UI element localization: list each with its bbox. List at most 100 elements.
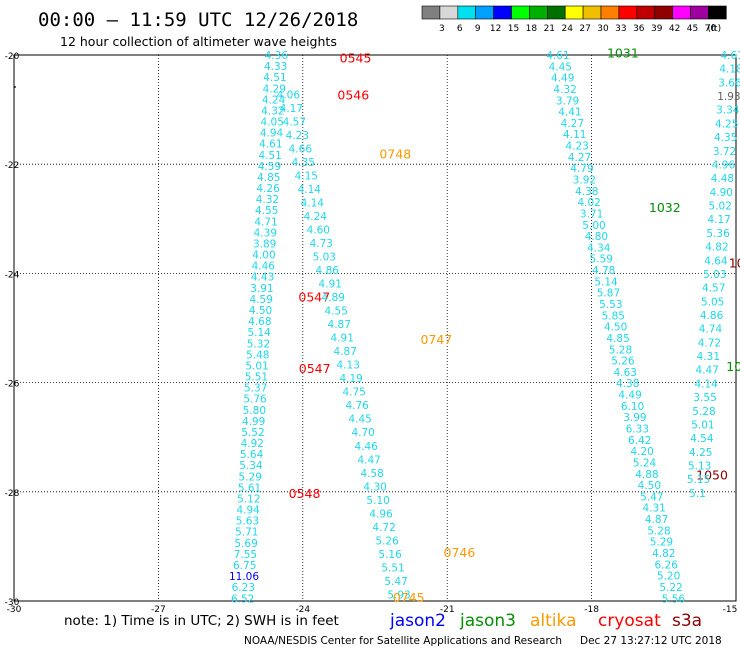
legend-label: 6 [457, 24, 463, 34]
legend-swatch [439, 5, 459, 20]
legend-swatch [618, 5, 638, 20]
wave-height-value: 4.80 [585, 231, 608, 243]
wave-height-value: 4.85 [606, 333, 629, 345]
wave-height-value: 5.47 [384, 576, 407, 588]
footer-timestamp: Dec 27 13:27:12 UTC 2018 [580, 635, 722, 647]
lon-tick-label: -21 [440, 605, 455, 615]
time-label: 0548 [289, 486, 321, 501]
lat-tick-label: -20 [5, 52, 20, 62]
wave-height-value: 4.31 [697, 351, 720, 363]
wave-height-value: 4.94 [260, 128, 284, 140]
wave-height-value: 4.70 [351, 427, 374, 439]
wave-height-value: 5.53 [599, 299, 622, 311]
lon-tick-label: -27 [151, 605, 166, 615]
wave-height-value: 4.78 [592, 265, 615, 277]
time-label: 1032 [649, 200, 681, 215]
wave-height-value: 5.76 [243, 394, 267, 406]
wave-height-value: 4.23 [286, 130, 309, 142]
wave-height-value: 3.72 [713, 146, 736, 158]
wave-height-value: 4.36 [265, 50, 289, 62]
wave-height-value: 4.74 [699, 324, 723, 336]
wave-height-value: 6.42 [628, 435, 651, 447]
wave-height-value: 4.14 [694, 378, 718, 390]
wave-height-value: 4.38 [616, 378, 639, 390]
legend-label: 24 [561, 24, 573, 34]
note-text: note: 1) Time is in UTC; 2) SWH is in fe… [64, 613, 339, 629]
legend-swatch [475, 5, 494, 20]
wave-height-value: 5.29 [650, 537, 673, 549]
wave-height-value: 5.28 [609, 344, 632, 356]
footer-center-name: NOAA/NESDIS Center for Satellite Applica… [244, 635, 562, 647]
wave-height-value: 5.59 [590, 254, 613, 266]
legend-label: 12 [490, 24, 501, 34]
wave-height-value: 4.59 [250, 294, 273, 306]
wave-height-value: 4.91 [331, 333, 354, 345]
wave-height-value: 6.26 [655, 559, 679, 571]
wave-height-value: 4.60 [307, 224, 330, 236]
lat-tick-label: -24 [5, 270, 20, 280]
wave-height-value: 4.35 [714, 132, 737, 144]
wave-height-value: 1.93 [717, 91, 740, 103]
legend-label: 39 [651, 24, 663, 34]
legend-label: 42 [669, 24, 680, 34]
legend-swatch [546, 5, 566, 20]
wave-height-value: 5.03 [703, 269, 726, 281]
wave-height-value: 7.55 [234, 549, 257, 561]
wave-height-value: 4.00 [252, 250, 275, 262]
wave-height-value: 4.43 [251, 272, 274, 284]
wave-height-value: 4.92 [241, 438, 264, 450]
note-line: note: 1) Time is in UTC; 2) SWH is in fe… [64, 611, 702, 631]
wave-height-value: 6.52 [231, 593, 254, 605]
time-label: 0746 [444, 545, 476, 560]
time-label: 1031 [607, 45, 639, 60]
wave-height-value: 4.25 [715, 118, 738, 130]
wave-height-value: 4.57 [283, 116, 306, 128]
wave-height-value: 4.23 [565, 141, 588, 153]
lon-tick-label: -30 [7, 605, 22, 615]
wave-height-value: 4.99 [242, 416, 265, 428]
wave-height-value: 5.61 [238, 482, 261, 494]
legend-unit-label: (ft) [708, 24, 722, 34]
wave-height-value: 3.71 [580, 208, 603, 220]
wave-height-value: 4.59 [258, 161, 281, 173]
legend-label: 27 [579, 24, 590, 34]
wave-height-value: 3.99 [623, 412, 646, 424]
lon-tick-label: -18 [584, 605, 599, 615]
time-label: 0545 [340, 51, 372, 66]
satellite-name-s3a: s3a [672, 611, 702, 631]
altika-track: 4.06 4.174.57 4.234.66 4.354.15 4.144.14 4.24… [277, 89, 476, 605]
axis-labels: -20 -22 -24 -26 -28 -30-30 -27 -24 -21 -18 -15 [5, 52, 738, 615]
legend-swatch [690, 5, 709, 20]
wave-height-value: 4.38 [575, 186, 598, 198]
wave-height-value: 4.61 [720, 50, 740, 62]
lat-tick-label: -28 [5, 489, 20, 499]
legend-swatch [600, 5, 620, 20]
wave-height-value: 4.02 [577, 197, 600, 209]
wave-height-value: 4.31 [642, 503, 665, 515]
wave-height-value: 4.30 [363, 481, 386, 493]
color-legend: 3 6 9 12 15 18 21 24 27 30 33 36 39 42 45 70(ft) [421, 5, 727, 34]
wave-height-value: 4.41 [558, 107, 581, 119]
wave-height-value: 5.00 [582, 220, 605, 232]
wave-height-value: 4.47 [696, 365, 719, 377]
wave-height-value: 3.91 [250, 283, 273, 295]
wave-height-value: 4.15 [295, 170, 318, 182]
satellite-name-altika: altika [530, 611, 577, 631]
wave-height-value: 4.05 [261, 117, 284, 129]
wave-height-value: 5.1 [689, 488, 706, 500]
wave-height-value: 4.86 [700, 310, 724, 322]
legend-swatch [708, 5, 727, 20]
wave-height-value: 5.47 [640, 491, 663, 503]
wave-height-value: 4.64 [704, 255, 728, 267]
wave-height-value: 5.20 [657, 571, 680, 583]
time-label: 1049 [729, 255, 740, 270]
wave-height-value: 4.82 [652, 548, 675, 560]
wave-height-value: 4.75 [342, 387, 365, 399]
wave-height-value: 4.46 [354, 441, 378, 453]
wave-height-value: 4.72 [698, 337, 721, 349]
wave-height-value: 4.73 [310, 238, 333, 250]
wave-height-value: 4.46 [252, 261, 276, 273]
wave-height-value: 4.72 [372, 522, 395, 534]
legend-label: 18 [526, 24, 538, 34]
wave-height-value: 4.45 [549, 61, 572, 73]
